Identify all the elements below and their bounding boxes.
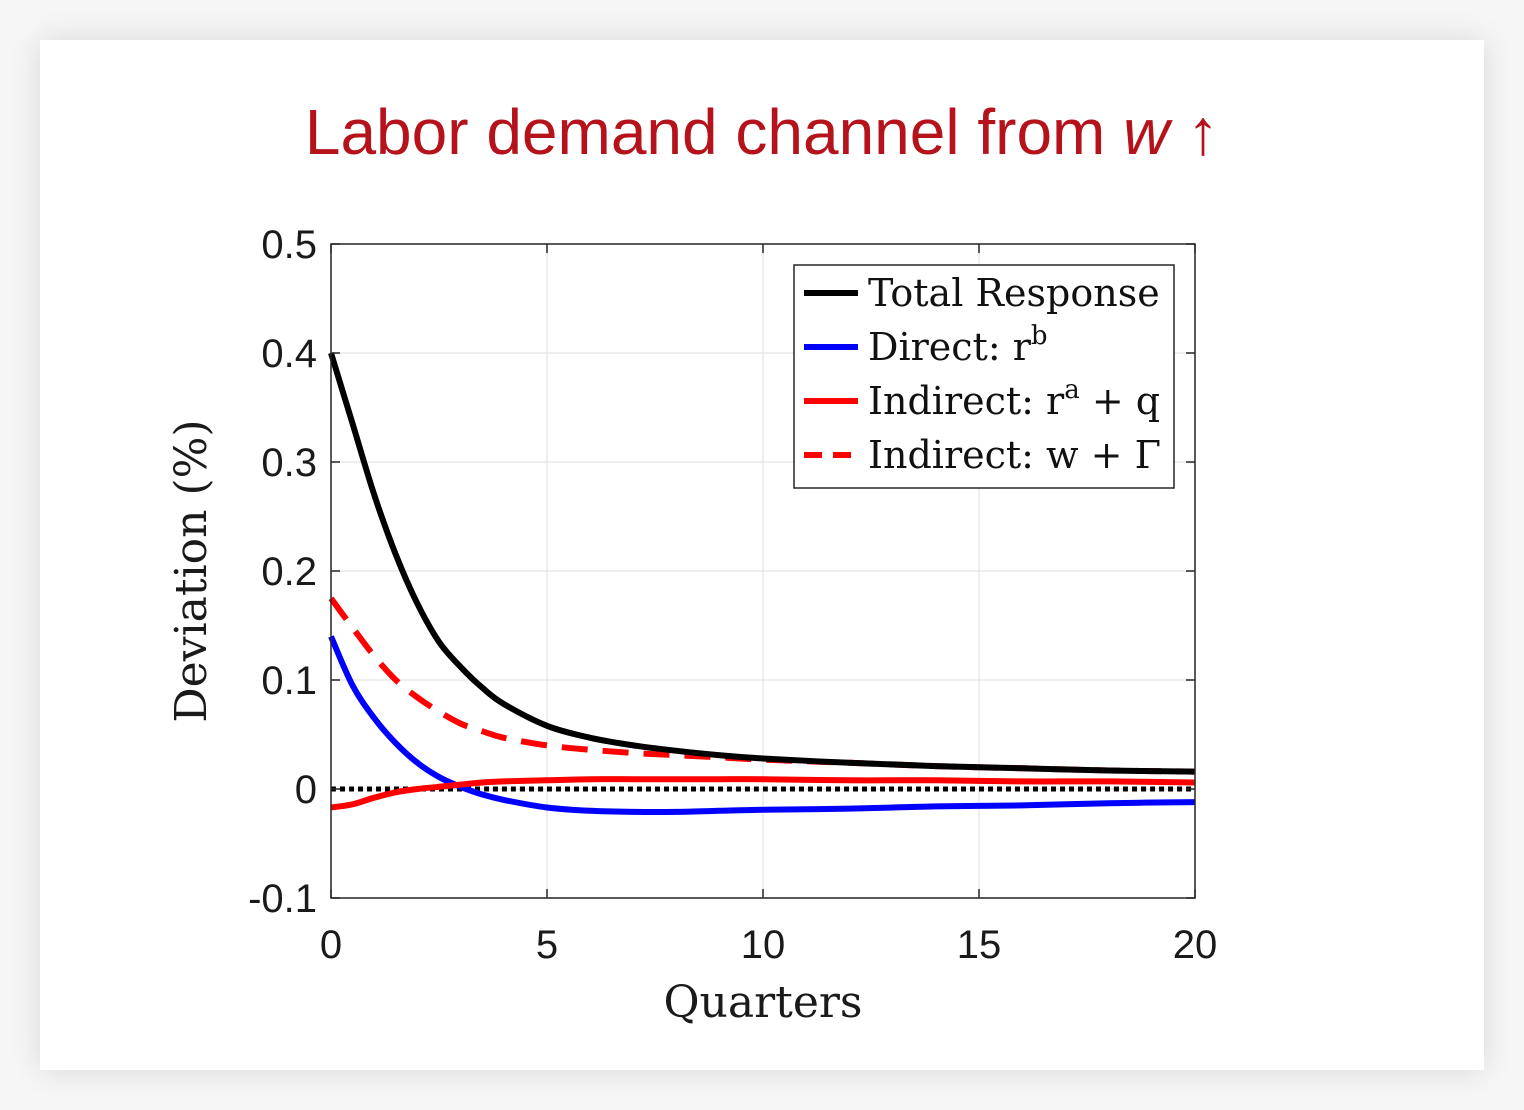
- legend-entry-label: Indirect: r: [868, 379, 1065, 423]
- y-axis-label: Deviation (%): [166, 419, 217, 722]
- series-line-1: [328, 635, 1196, 816]
- y-tick-label: 0.2: [261, 550, 317, 594]
- legend-entry: Indirect: w + Γ: [868, 433, 1161, 477]
- slide-title-variable: w: [1123, 96, 1170, 168]
- series-line-0: [328, 352, 1196, 775]
- y-tick-label: 0.4: [261, 332, 317, 376]
- legend-entry-label: Direct: r: [868, 325, 1032, 369]
- x-tick-label: 20: [1173, 923, 1218, 967]
- y-tick-label: -0.1: [248, 877, 317, 921]
- x-tick-label: 0: [320, 923, 342, 967]
- series-group: [328, 352, 1196, 816]
- tick-labels: 0 5 10 15 20-0.100.10.20.30.40.5: [248, 223, 1217, 967]
- slide-title-text: Labor demand channel from: [304, 96, 1124, 168]
- series-line-2: [330, 776, 1196, 811]
- legend: Total Response Direct: rb Indirect: ra + q…: [793, 264, 1175, 489]
- y-tick-label: 0: [295, 768, 317, 812]
- legend-entry: Indirect: ra + q: [868, 375, 1160, 423]
- legend-entry-superscript: a: [1064, 375, 1080, 405]
- legend-entry: Direct: rb: [868, 321, 1048, 369]
- x-tick-label: 15: [957, 923, 1002, 967]
- tick-marks: [330, 243, 1196, 899]
- y-tick-label: 0.1: [261, 659, 317, 703]
- x-tick-label: 10: [741, 923, 786, 967]
- up-arrow-icon: ↑: [1187, 96, 1220, 168]
- legend-entry-superscript: b: [1031, 321, 1048, 351]
- legend-entry-label: Total Response: [868, 271, 1160, 315]
- legend-box: [793, 264, 1175, 489]
- legend-entry: Total Response: [868, 271, 1160, 315]
- legend-entry-tail: + q: [1080, 379, 1160, 423]
- legend-entry-label: Indirect: w + Γ: [868, 433, 1161, 477]
- y-tick-label: 0.5: [261, 223, 317, 267]
- slide-title: Labor demand channel from w ↑: [0, 100, 1524, 164]
- x-axis-label: Quarters: [663, 977, 862, 1028]
- y-tick-label: 0.3: [261, 441, 317, 485]
- x-tick-label: 5: [536, 923, 558, 967]
